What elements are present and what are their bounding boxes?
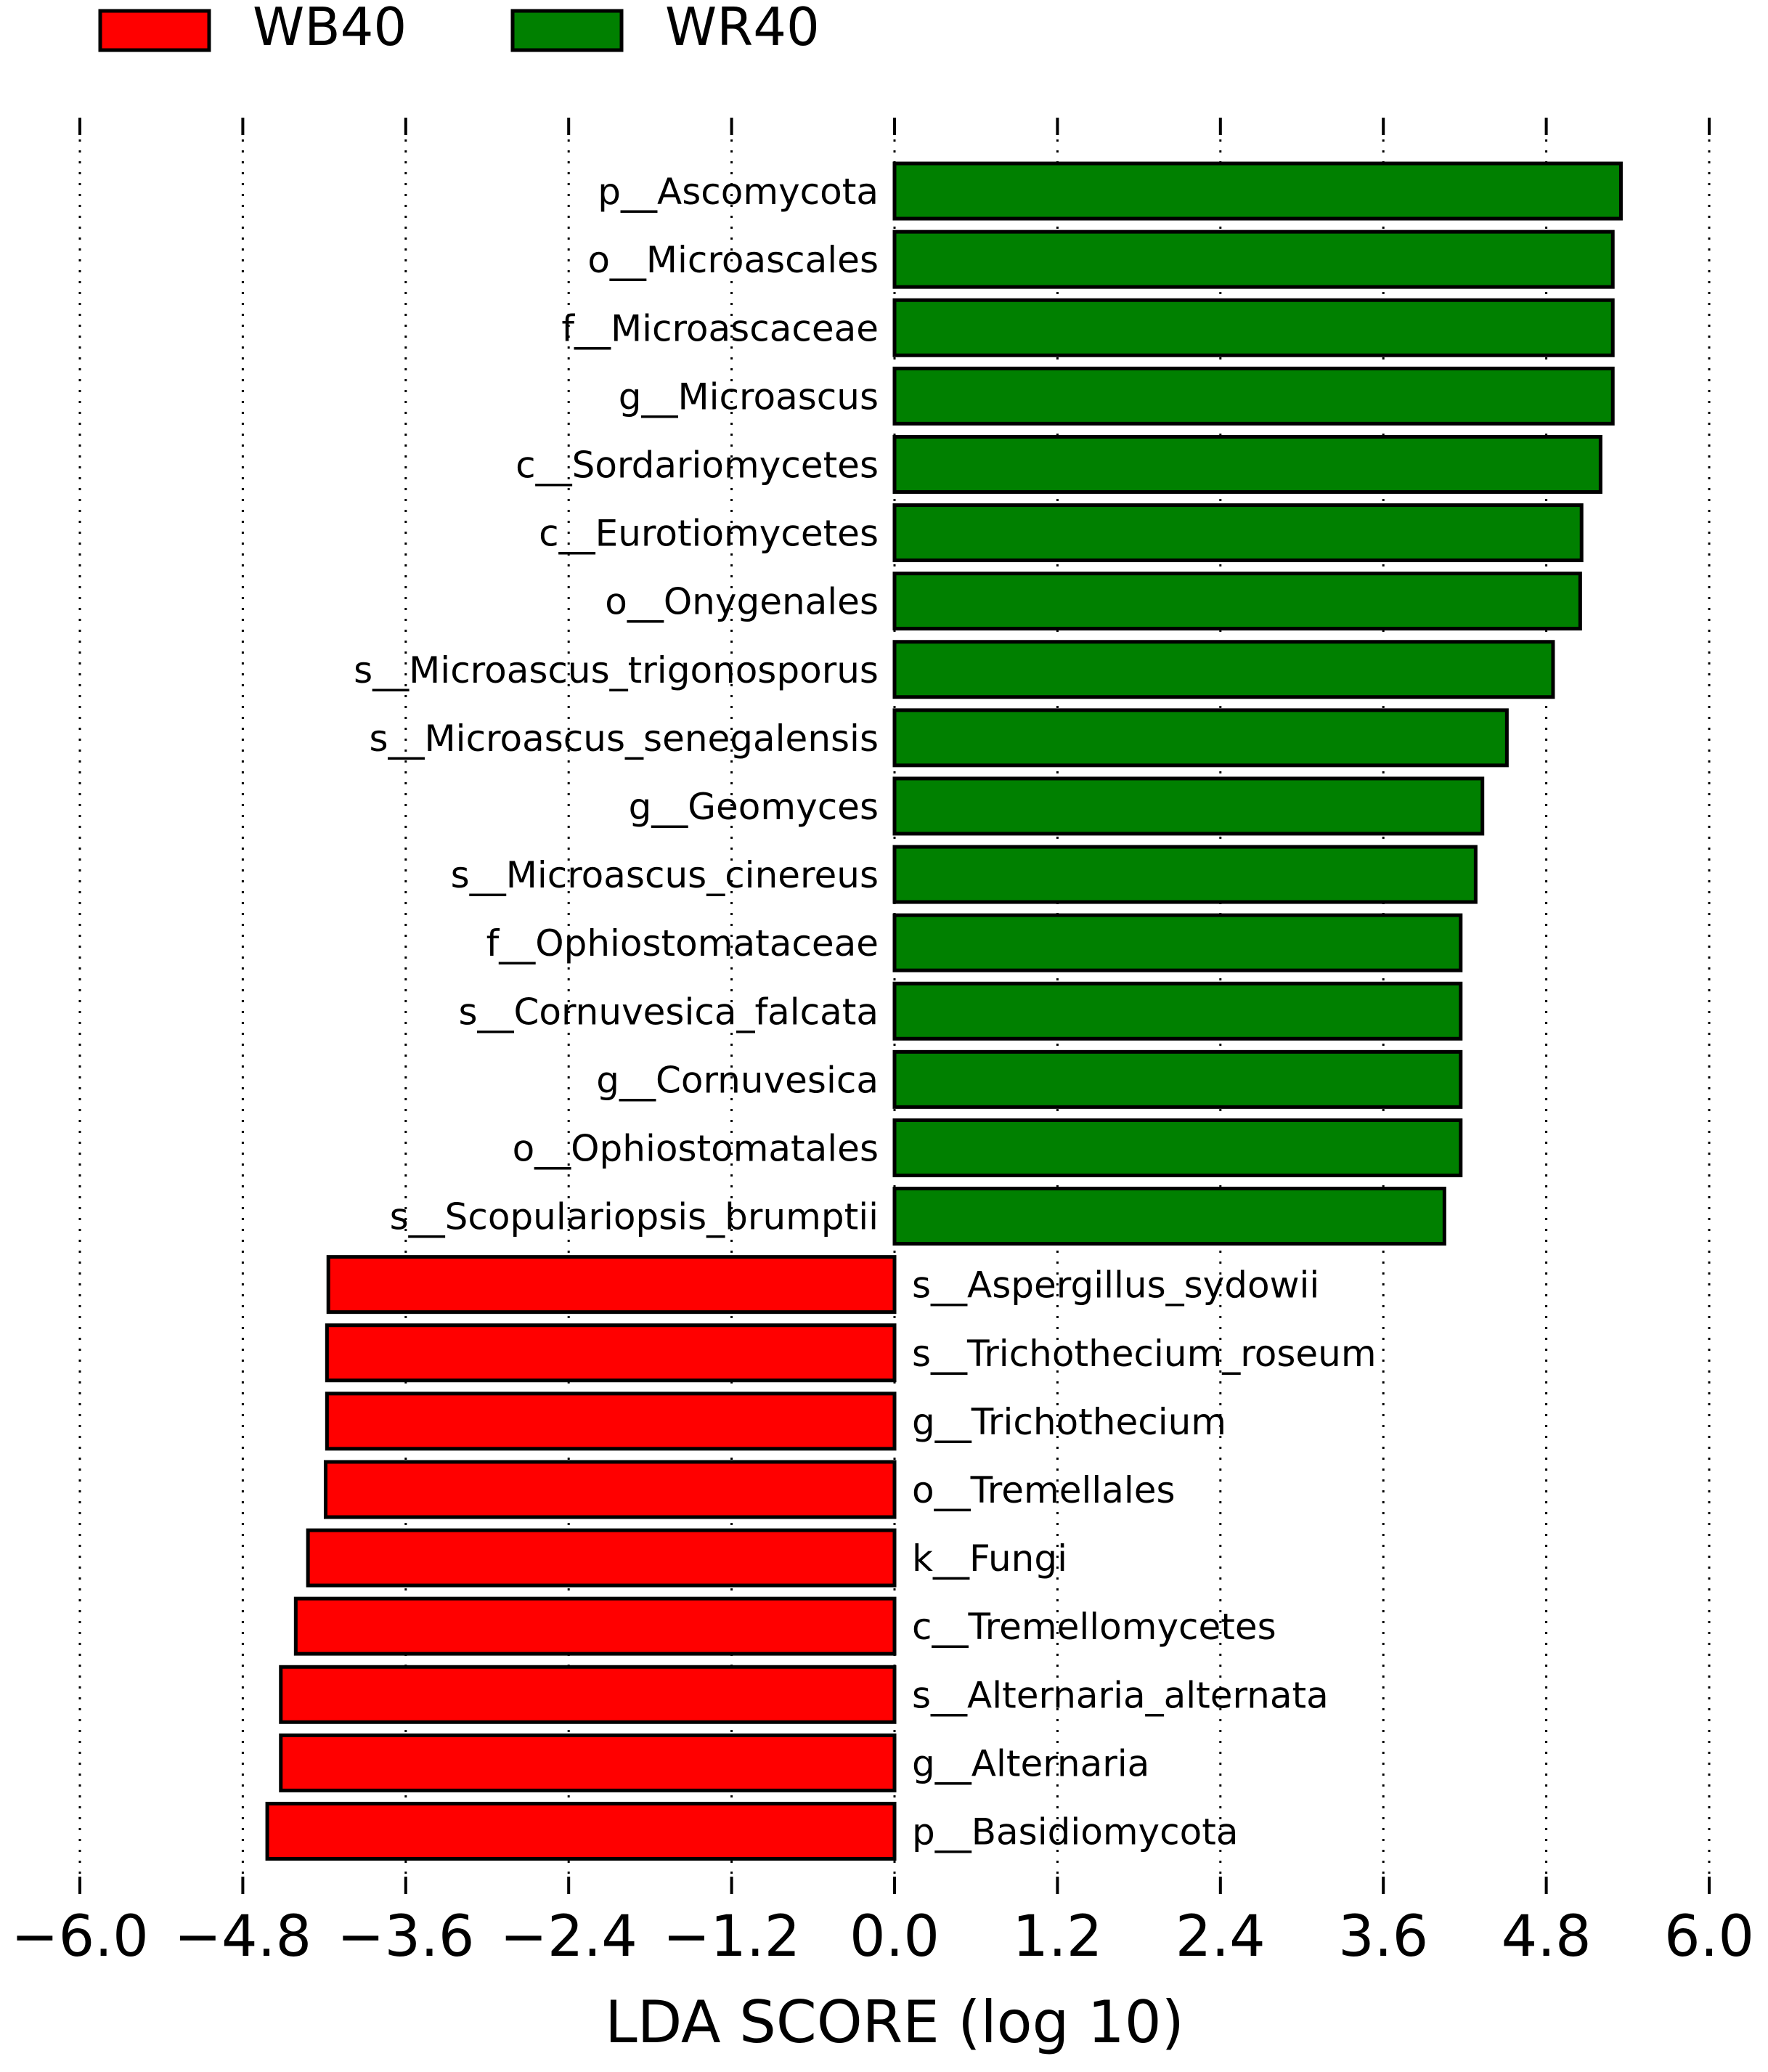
legend-label: WB40 [253,0,407,57]
bar-wb40 [293,1596,897,1656]
bar-wr40 [892,434,1602,494]
bar-wr40 [892,1187,1446,1246]
bar-wr40 [892,298,1615,357]
bar-label: f__Ophiostomataceae [486,922,879,964]
x-tick-label: −2.4 [500,1904,637,1970]
bar-label: g__Geomyces [629,786,879,828]
legend-label: WR40 [665,0,820,57]
bar-wb40 [265,1801,897,1861]
bar-label: k__Fungi [912,1537,1067,1580]
legend: WB40 WR40 [98,0,820,57]
bar-label: f__Microascaceae [561,307,879,349]
bar-wr40 [892,572,1582,631]
x-tick-label: 4.8 [1502,1904,1592,1970]
bar-wr40 [892,1118,1463,1177]
bar-label: s__Cornuvesica_falcata [458,991,879,1033]
bar-wr40 [892,366,1615,426]
bar-wr40 [892,776,1485,836]
bar-label: s__Scopulariopsis_brumptii [390,1196,879,1238]
bar-label: s__Trichothecium_roseum [912,1333,1377,1375]
bar-wb40 [323,1460,897,1519]
bar-wr40 [892,640,1555,699]
bar-wr40 [892,981,1463,1041]
bar-wb40 [279,1665,897,1724]
bar-label: c__Tremellomycetes [912,1606,1276,1648]
bar-label: o__Onygenales [605,581,879,623]
bar-label: o__Ophiostomatales [513,1127,879,1169]
x-axis: −6.0 −4.8 −3.6 −2.4 −1.2 0.0 1.2 2.4 3.6 4.8 6.0 [11,118,1754,1970]
bar-wb40 [279,1733,897,1792]
x-tick-label: −3.6 [337,1904,474,1970]
bar-label: s__Microascus_senegalensis [369,718,879,760]
bar-label: g__Microascus [619,375,879,418]
bar-labels: p__Ascomycota o__Microascales f__Microasca… [354,171,1376,1853]
bar-label: p__Basidiomycota [912,1811,1238,1853]
legend-swatch-wr40 [510,9,624,52]
bar-label: g__Alternaria [912,1742,1149,1784]
bar-wb40 [326,1255,897,1315]
x-tick-label: 1.2 [1012,1904,1102,1970]
x-tick-label: 6.0 [1664,1904,1754,1970]
bar-wr40 [892,708,1509,768]
bar-label: p__Ascomycota [598,171,879,213]
bar-label: s__Microascus_cinereus [451,854,879,896]
bar-label: g__Cornuvesica [596,1059,879,1101]
legend-swatch-wb40 [98,9,211,52]
bars [265,161,1623,1861]
x-tick-label: −6.0 [11,1904,148,1970]
bar-label: g__Trichothecium [912,1401,1226,1443]
x-tick-label: −4.8 [174,1904,311,1970]
bar-wb40 [325,1323,897,1383]
bar-wb40 [325,1392,897,1451]
bar-label: s__Aspergillus_sydowii [912,1264,1319,1307]
bar-wr40 [892,845,1478,904]
bar-label: c__Sordariomycetes [516,444,879,486]
bar-label: c__Eurotiomycetes [539,513,879,555]
x-tick-label: 3.6 [1338,1904,1428,1970]
bar-wb40 [306,1528,897,1588]
bar-wr40 [892,229,1615,289]
bar-label: s__Alternaria_alternata [912,1674,1329,1716]
bar-label: o__Tremellales [912,1469,1176,1511]
x-tick-label: −1.2 [663,1904,800,1970]
bar-wr40 [892,1049,1463,1109]
bar-wr40 [892,503,1584,563]
x-tick-label: 0.0 [850,1904,940,1970]
bar-wr40 [892,161,1623,221]
bar-label: o__Microascales [587,239,879,281]
bar-label: s__Microascus_trigonosporus [354,649,879,691]
x-axis-title: LDA SCORE (log 10) [605,1988,1184,2056]
x-tick-label: 2.4 [1176,1904,1266,1970]
bar-wr40 [892,913,1463,972]
